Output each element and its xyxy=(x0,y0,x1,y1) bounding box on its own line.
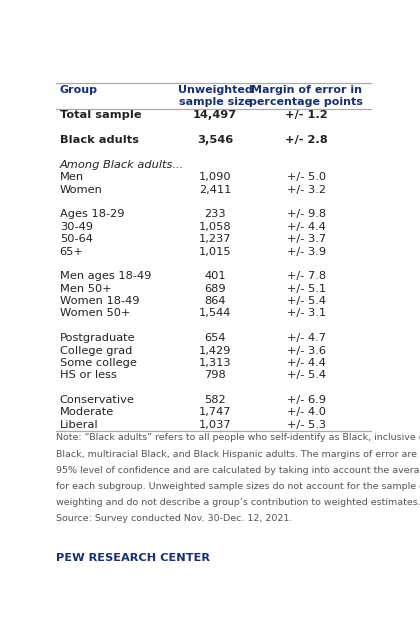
Text: Conservative: Conservative xyxy=(60,395,134,405)
Text: +/- 3.6: +/- 3.6 xyxy=(287,346,326,356)
Text: +/- 5.4: +/- 5.4 xyxy=(287,296,326,306)
Text: Postgraduate: Postgraduate xyxy=(60,333,135,343)
Text: 50-64: 50-64 xyxy=(60,234,92,244)
Text: for each subgroup. Unweighted sample sizes do not account for the sample design : for each subgroup. Unweighted sample siz… xyxy=(56,482,420,491)
Text: Among Black adults...: Among Black adults... xyxy=(60,160,184,170)
Text: Unweighted
sample size: Unweighted sample size xyxy=(178,85,252,106)
Text: +/- 4.7: +/- 4.7 xyxy=(287,333,326,343)
Text: +/- 5.3: +/- 5.3 xyxy=(287,420,326,430)
Text: 14,497: 14,497 xyxy=(193,110,237,120)
Text: Source: Survey conducted Nov. 30-Dec. 12, 2021.: Source: Survey conducted Nov. 30-Dec. 12… xyxy=(56,515,293,524)
Text: 3,546: 3,546 xyxy=(197,135,234,145)
Text: Men ages 18-49: Men ages 18-49 xyxy=(60,271,151,281)
Text: +/- 5.4: +/- 5.4 xyxy=(287,371,326,380)
Text: 582: 582 xyxy=(205,395,226,405)
Text: +/- 3.1: +/- 3.1 xyxy=(287,308,326,318)
Text: 401: 401 xyxy=(205,271,226,281)
Text: Ages 18-29: Ages 18-29 xyxy=(60,209,124,220)
Text: +/- 3.7: +/- 3.7 xyxy=(287,234,326,244)
Text: 2,411: 2,411 xyxy=(199,184,231,195)
Text: 95% level of confidence and are calculated by taking into account the average de: 95% level of confidence and are calculat… xyxy=(56,466,420,475)
Text: Total sample: Total sample xyxy=(60,110,141,120)
Text: Women: Women xyxy=(60,184,102,195)
Text: +/- 6.9: +/- 6.9 xyxy=(287,395,326,405)
Text: +/- 5.1: +/- 5.1 xyxy=(287,284,326,294)
Text: 30-49: 30-49 xyxy=(60,221,93,232)
Text: +/- 1.2: +/- 1.2 xyxy=(285,110,328,120)
Text: 689: 689 xyxy=(205,284,226,294)
Text: 864: 864 xyxy=(205,296,226,306)
Text: 1,037: 1,037 xyxy=(199,420,231,430)
Text: College grad: College grad xyxy=(60,346,132,356)
Text: +/- 7.8: +/- 7.8 xyxy=(287,271,326,281)
Text: Some college: Some college xyxy=(60,358,136,368)
Text: Women 18-49: Women 18-49 xyxy=(60,296,139,306)
Text: 1,237: 1,237 xyxy=(199,234,231,244)
Text: 1,429: 1,429 xyxy=(199,346,231,356)
Text: +/- 2.8: +/- 2.8 xyxy=(285,135,328,145)
Text: 1,313: 1,313 xyxy=(199,358,231,368)
Text: Margin of error in
percentage points: Margin of error in percentage points xyxy=(249,85,363,106)
Text: Note: “Black adults” refers to all people who self-identify as Black, inclusive : Note: “Black adults” refers to all peopl… xyxy=(56,433,420,442)
Text: PEW RESEARCH CENTER: PEW RESEARCH CENTER xyxy=(56,553,210,563)
Text: Group: Group xyxy=(60,85,98,95)
Text: weighting and do not describe a group’s contribution to weighted estimates.: weighting and do not describe a group’s … xyxy=(56,498,420,508)
Text: 1,090: 1,090 xyxy=(199,172,231,182)
Text: Men: Men xyxy=(60,172,84,182)
Text: Moderate: Moderate xyxy=(60,408,114,417)
Text: +/- 4.0: +/- 4.0 xyxy=(287,408,326,417)
Text: +/- 3.2: +/- 3.2 xyxy=(287,184,326,195)
Text: Black adults: Black adults xyxy=(60,135,139,145)
Text: Women 50+: Women 50+ xyxy=(60,308,130,318)
Text: Men 50+: Men 50+ xyxy=(60,284,111,294)
Text: +/- 9.8: +/- 9.8 xyxy=(287,209,326,220)
Text: +/- 4.4: +/- 4.4 xyxy=(287,221,326,232)
Text: +/- 4.4: +/- 4.4 xyxy=(287,358,326,368)
Text: 1,015: 1,015 xyxy=(199,246,231,257)
Text: 654: 654 xyxy=(205,333,226,343)
Text: HS or less: HS or less xyxy=(60,371,116,380)
Text: 798: 798 xyxy=(205,371,226,380)
Text: +/- 3.9: +/- 3.9 xyxy=(287,246,326,257)
Text: 233: 233 xyxy=(205,209,226,220)
Text: 65+: 65+ xyxy=(60,246,84,257)
Text: 1,544: 1,544 xyxy=(199,308,231,318)
Text: 1,747: 1,747 xyxy=(199,408,231,417)
Text: 1,058: 1,058 xyxy=(199,221,231,232)
Text: Black, multiracial Black, and Black Hispanic adults. The margins of error are re: Black, multiracial Black, and Black Hisp… xyxy=(56,449,420,458)
Text: Liberal: Liberal xyxy=(60,420,98,430)
Text: +/- 5.0: +/- 5.0 xyxy=(287,172,326,182)
